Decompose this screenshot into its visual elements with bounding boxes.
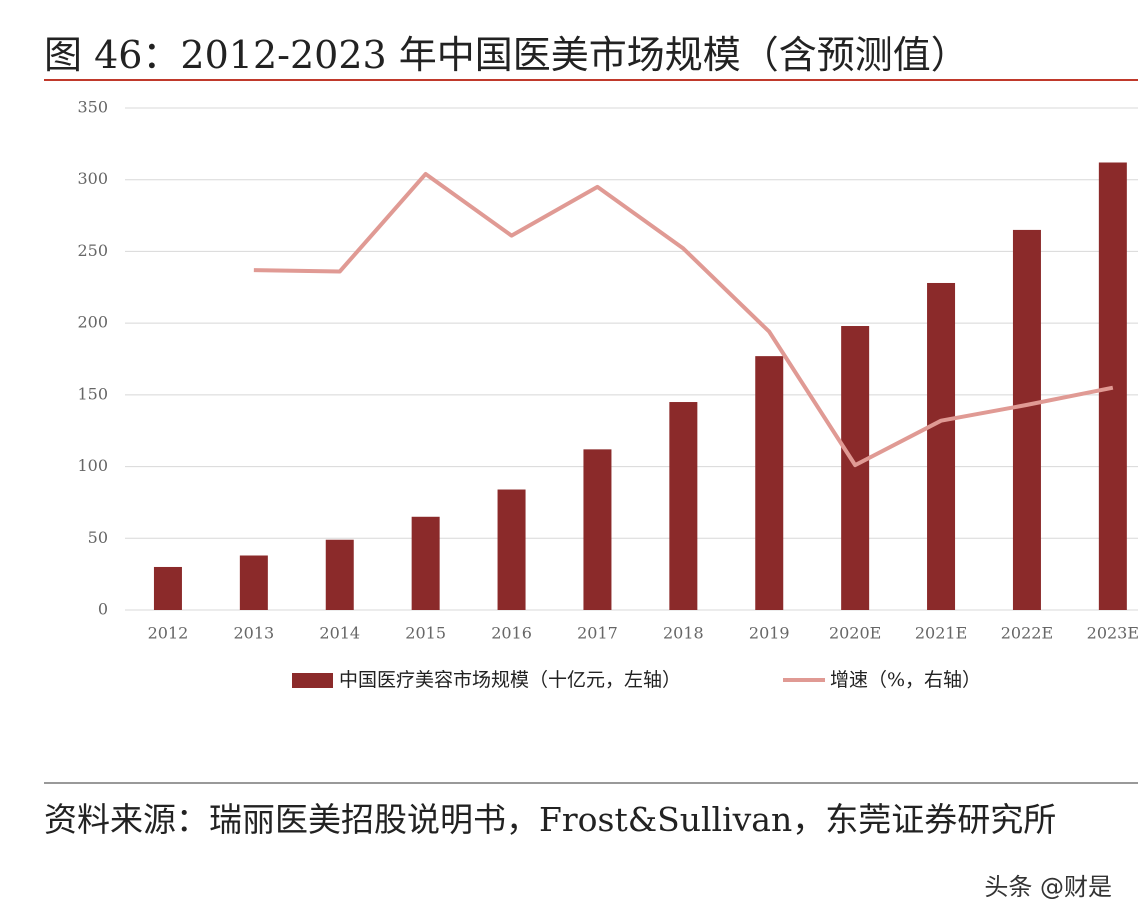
x-tick-label: 2013 [233, 624, 274, 643]
x-tick-label: 2016 [491, 624, 532, 643]
y-tick-label: 350 [77, 98, 108, 117]
x-tick-label: 2023E [1087, 624, 1138, 643]
bar [583, 449, 612, 610]
bar [1012, 229, 1041, 610]
x-tick-label: 2020E [829, 624, 881, 643]
legend-label: 中国医疗美容市场规模（十亿元，左轴） [339, 669, 681, 691]
x-tick-label: 2019 [749, 624, 790, 643]
bar [841, 326, 870, 610]
bar [153, 566, 182, 610]
x-tick-label: 2021E [915, 624, 967, 643]
legend-swatch [292, 673, 333, 688]
bar [669, 402, 698, 610]
y-tick-label: 0 [98, 600, 108, 619]
x-tick-label: 2018 [663, 624, 704, 643]
chart-title: 图 46：2012-2023 年中国医美市场规模（含预测值） [44, 33, 969, 77]
legend-label: 增速（%，右轴） [830, 669, 981, 691]
y-tick-label: 200 [77, 313, 108, 332]
x-tick-label: 2017 [577, 624, 618, 643]
bar [1098, 162, 1127, 610]
watermark: 头条 @财是 [984, 873, 1112, 901]
bar [325, 539, 354, 610]
y-tick-label: 250 [77, 241, 108, 260]
y-tick-label: 300 [77, 169, 108, 188]
line [253, 171, 1114, 468]
bar [411, 516, 440, 610]
x-tick-label: 2022E [1001, 624, 1053, 643]
y-tick-label: 100 [77, 456, 108, 475]
y-tick-label: 150 [77, 384, 108, 403]
bar [239, 555, 268, 610]
x-tick-label: 2015 [405, 624, 446, 643]
bar [927, 282, 956, 610]
x-tick-label: 2014 [319, 624, 360, 643]
source-note: 资料来源：瑞丽医美招股说明书，Frost&Sullivan，东莞证券研究所 [44, 800, 1057, 839]
bar [497, 489, 526, 610]
y-tick-label: 50 [88, 528, 108, 547]
bar [755, 356, 784, 610]
x-tick-label: 2012 [148, 624, 189, 643]
